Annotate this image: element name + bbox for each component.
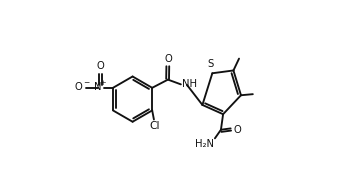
Text: O: O xyxy=(165,54,172,64)
Text: O: O xyxy=(75,82,82,92)
Text: −: − xyxy=(83,80,90,86)
Text: S: S xyxy=(207,59,213,69)
Text: Cl: Cl xyxy=(149,121,159,131)
Text: NH: NH xyxy=(182,79,197,89)
Text: +: + xyxy=(100,80,106,86)
Text: O: O xyxy=(233,125,241,135)
Text: N: N xyxy=(94,82,102,92)
Text: O: O xyxy=(96,61,104,71)
Text: H₂N: H₂N xyxy=(195,139,214,149)
